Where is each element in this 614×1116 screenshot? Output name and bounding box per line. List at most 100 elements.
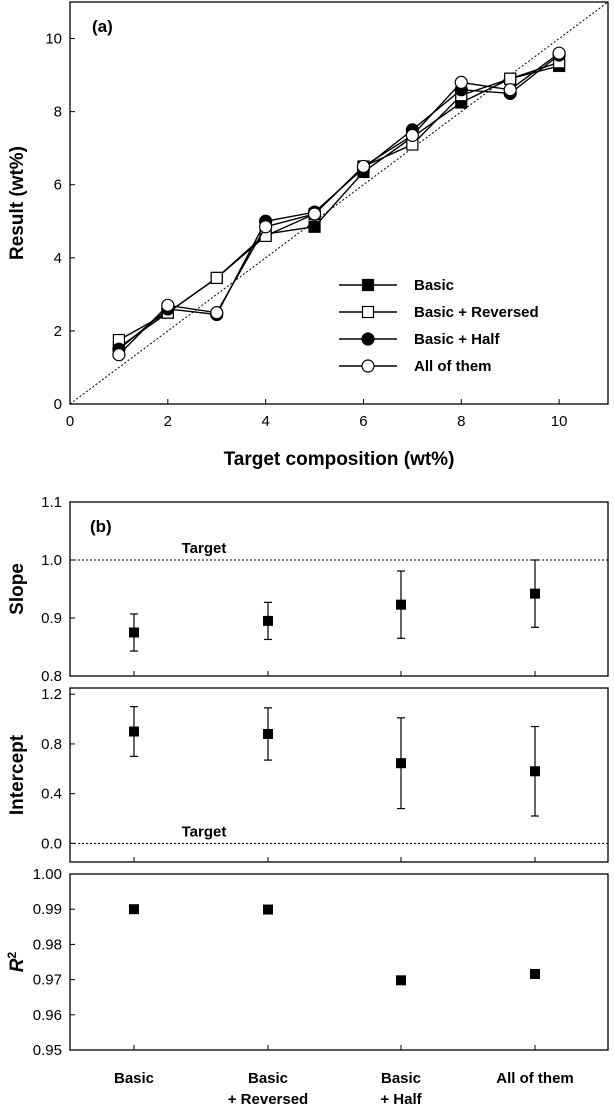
subplot-intercept: 0.0 0.4 0.8 1.2 Intercept Target (7, 686, 609, 863)
y-tick-label-slope-0-9: 0.9 (41, 610, 62, 627)
x-tick-label-8: 8 (457, 413, 465, 430)
y-tick-label-8: 8 (54, 104, 62, 121)
y-axis-title-r2: R2 (5, 951, 28, 972)
legend-marker-basic-reversed (361, 305, 375, 319)
panel-a-y-axis-ticks: 0 2 4 6 8 10 (45, 31, 75, 413)
panel-a-label: (a) (92, 17, 113, 36)
subplot-frame-r2 (69, 873, 609, 1051)
series-line-all-of-them (118, 52, 560, 356)
data-point-all-of-them-5 (307, 207, 322, 221)
x-tick-label-2: 2 (164, 413, 172, 430)
y-tick-label-intercept-0-4: 0.4 (41, 786, 62, 803)
subplot-r2: 0.95 0.96 0.97 0.98 0.99 1.00 R2 (5, 866, 609, 1059)
y-tick-label-0: 0 (54, 396, 62, 413)
target-label-slope: Target (182, 540, 227, 557)
series-basic-reversed (112, 56, 566, 347)
data-point-all-of-them-6 (356, 159, 371, 174)
subplot-slope: 0.8 0.9 1.0 1.1 Slope Target (7, 494, 609, 685)
y-tick-label-4: 4 (54, 250, 62, 267)
panel-a-line-chart: 0 2 4 6 8 10 0 2 4 6 8 10 (a) Target composition (… (7, 1, 609, 470)
panel-b-label: (b) (90, 517, 112, 536)
y-tick-label-slope-1-0: 1.0 (41, 552, 62, 569)
category-label-line: Basic (114, 1070, 154, 1087)
data-point-slope-1 (263, 615, 273, 626)
y-tick-label-2: 2 (54, 323, 62, 340)
data-point-all-of-them-8 (454, 75, 468, 90)
y-axis-title-superscript: 2 (5, 951, 19, 958)
y-axis-title-intercept: Intercept (7, 734, 28, 815)
panel-a-series-group (112, 46, 566, 362)
panel-a-x-axis-title: Target composition (wt%) (224, 449, 455, 470)
panel-b-subplots: 0.80.91.01.1SlopeTarget0.00.40.81.2Inter… (5, 494, 609, 1059)
y-tick-label-intercept-0-8: 0.8 (41, 736, 62, 753)
category-label-line: + Reversed (228, 1091, 308, 1108)
data-point-r2-1 (263, 904, 273, 915)
series-all-of-them (112, 46, 566, 362)
legend-label-basic-half: Basic + Half (414, 331, 500, 348)
y-tick-label-intercept-1-2: 1.2 (41, 686, 62, 703)
data-point-slope-3 (530, 588, 540, 599)
data-point-all-of-them-10 (552, 46, 566, 60)
category-label-line: + Half (380, 1091, 422, 1108)
legend-label-basic-reversed: Basic + Reversed (414, 304, 539, 321)
panel-b-category-labels: Basic Basic + Reversed Basic + Half All of th… (114, 1070, 574, 1108)
legend-label-all-of-them: All of them (414, 358, 492, 375)
x-tick-label-0: 0 (66, 413, 74, 430)
series-line-basic-reversed (118, 61, 560, 341)
category-label-line: Basic (381, 1070, 421, 1087)
x-tick-label-4: 4 (261, 413, 269, 430)
data-point-all-of-them-7 (405, 128, 419, 142)
identity-reference-line (69, 1, 609, 405)
category-label-line: All of them (496, 1070, 574, 1087)
data-point-all-of-them-1 (112, 348, 126, 362)
data-point-basic-reversed-3 (210, 271, 223, 285)
panel-a-legend: Basic Basic + Reversed Basic + Half All of … (339, 277, 539, 375)
legend-item-basic-half: Basic + Half (339, 331, 500, 348)
panel-a-plot-frame (69, 1, 609, 405)
data-point-all-of-them-4 (259, 220, 273, 234)
category-label-2: Basic + Half (380, 1070, 422, 1108)
data-point-slope-2 (396, 599, 406, 610)
category-label-1: Basic + Reversed (228, 1070, 308, 1108)
legend-item-basic: Basic (339, 277, 454, 294)
y-tick-label-r2-0-96: 0.96 (33, 1007, 62, 1024)
data-point-all-of-them-3 (210, 306, 224, 320)
y-axis-title-slope: Slope (7, 563, 28, 615)
data-point-basic-reversed-9 (504, 72, 517, 85)
data-point-intercept-3 (530, 766, 540, 777)
y-tick-label-10: 10 (45, 31, 62, 48)
y-tick-label-r2-0-99: 0.99 (33, 901, 62, 918)
data-point-intercept-1 (263, 728, 273, 739)
category-label-3: All of them (496, 1070, 574, 1087)
data-point-r2-3 (530, 968, 540, 979)
legend-marker-basic-half (361, 332, 375, 346)
target-label-intercept: Target (182, 823, 227, 840)
y-tick-label-slope-1-1: 1.1 (41, 494, 62, 511)
data-point-all-of-them-9 (503, 83, 517, 97)
data-point-basic-5 (308, 220, 321, 233)
data-point-all-of-them-2 (161, 298, 175, 312)
data-point-slope-0 (129, 627, 139, 638)
data-point-r2-0 (129, 904, 139, 915)
subplot-frame-slope (69, 501, 609, 677)
data-point-r2-2 (396, 975, 406, 986)
y-tick-label-intercept-0-0: 0.0 (41, 835, 62, 852)
y-tick-label-r2-0-98: 0.98 (33, 936, 62, 953)
y-tick-label-6: 6 (54, 177, 62, 194)
legend-marker-all-of-them (361, 359, 375, 373)
x-tick-label-10: 10 (551, 413, 568, 430)
panel-a-y-axis-title: Result (wt%) (7, 146, 28, 260)
legend-marker-basic (361, 278, 375, 292)
category-label-line: Basic (248, 1070, 288, 1087)
panel-a-x-axis-ticks: 0 2 4 6 8 10 (66, 399, 568, 430)
panel-b-parameter-chart: (b) 0.80.91.01.1SlopeTarget0.00.40.81.2I… (5, 494, 609, 1108)
y-tick-label-slope-0-8: 0.8 (41, 668, 62, 685)
subplot-frame-intercept (69, 687, 609, 863)
legend-item-basic-reversed: Basic + Reversed (339, 304, 539, 321)
y-tick-label-r2-1-00: 1.00 (33, 866, 62, 883)
x-tick-label-6: 6 (359, 413, 367, 430)
y-tick-label-r2-0-95: 0.95 (33, 1042, 62, 1059)
category-label-0: Basic (114, 1070, 154, 1087)
y-tick-label-r2-0-97: 0.97 (33, 972, 62, 989)
